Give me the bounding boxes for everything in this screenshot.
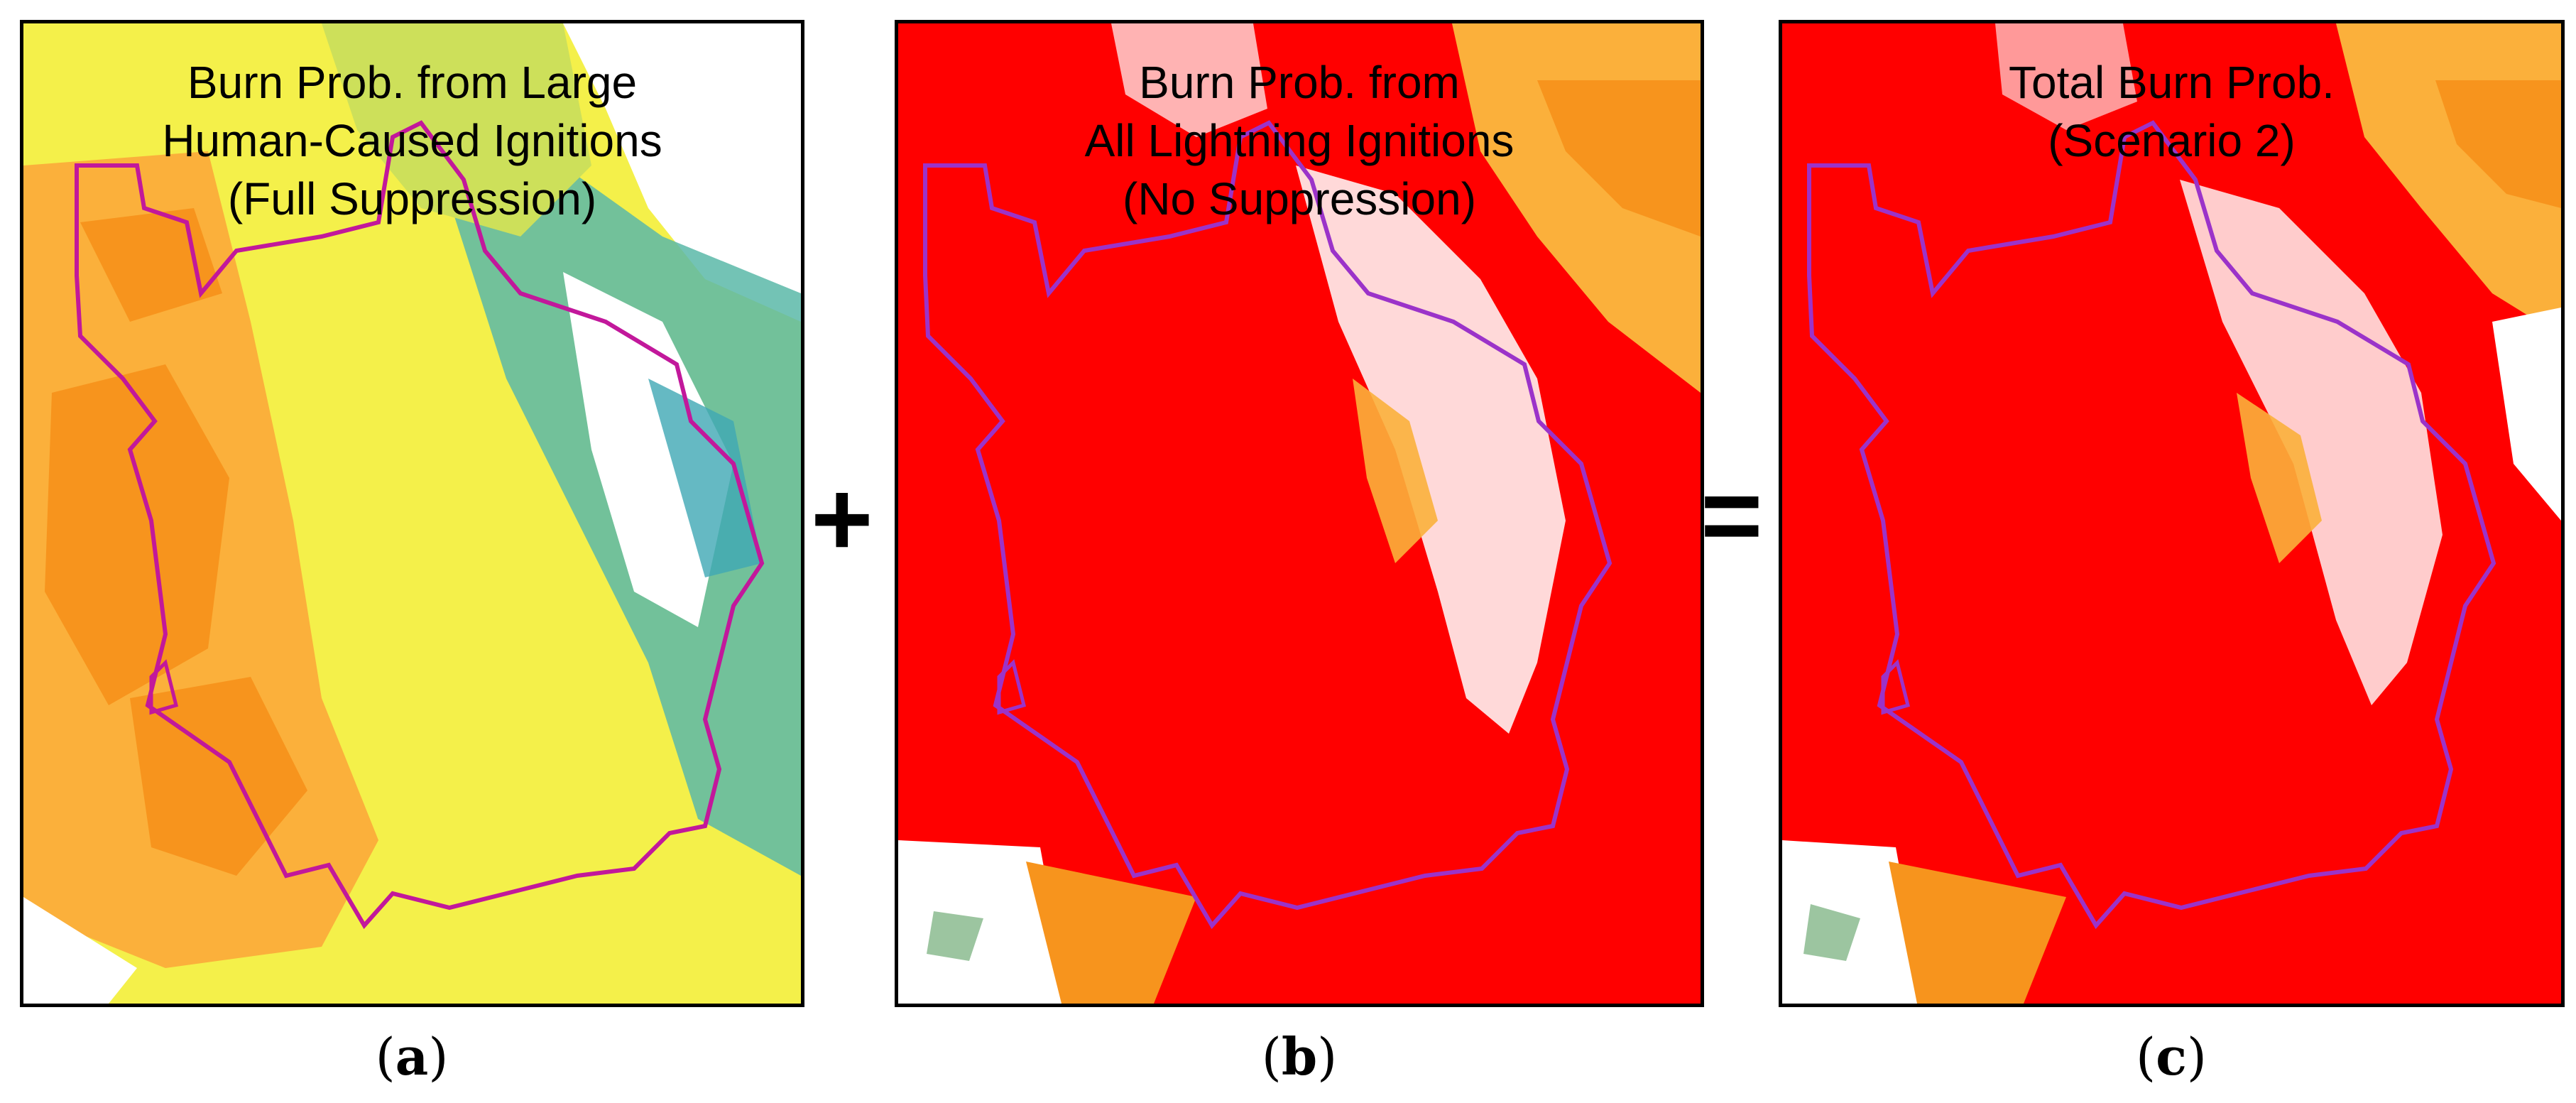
map-title-a: Burn Prob. from Large Human-Caused Ignit… xyxy=(23,53,801,228)
map-title-line: (Scenario 2) xyxy=(2048,115,2296,166)
burn-probability-map-c xyxy=(1782,23,2561,1004)
label-letter: b xyxy=(1281,1026,1318,1087)
panel-label-a: (a) xyxy=(341,1026,483,1087)
equals-operator: = xyxy=(1701,455,1763,575)
map-panel-a: Burn Prob. from Large Human-Caused Ignit… xyxy=(20,20,804,1007)
map-title-line: Total Burn Prob. xyxy=(2009,57,2335,108)
label-paren: ( xyxy=(375,1027,395,1087)
map-panel-c: Total Burn Prob. (Scenario 2) xyxy=(1779,20,2565,1007)
map-title-line: (No Suppression) xyxy=(1123,173,1476,224)
map-panel-b: Burn Prob. from All Lightning Ignitions … xyxy=(895,20,1704,1007)
panel-label-c: (c) xyxy=(2100,1026,2242,1087)
map-title-line: Burn Prob. from xyxy=(1139,57,1460,108)
burn-probability-map-a xyxy=(23,23,801,1004)
map-title-line: Human-Caused Ignitions xyxy=(162,115,662,166)
label-paren: ) xyxy=(1317,1027,1338,1087)
label-paren: ) xyxy=(2186,1027,2207,1087)
burn-probability-map-b xyxy=(898,23,1701,1004)
map-title-line: (Full Suppression) xyxy=(227,173,597,224)
label-paren: ( xyxy=(1261,1027,1282,1087)
panel-label-b: (b) xyxy=(1228,1026,1370,1087)
map-title-b: Burn Prob. from All Lightning Ignitions … xyxy=(898,53,1701,228)
plus-operator: + xyxy=(811,459,873,578)
map-title-c: Total Burn Prob. (Scenario 2) xyxy=(1782,53,2561,170)
label-paren: ( xyxy=(2135,1027,2156,1087)
label-letter: c xyxy=(2156,1026,2187,1087)
label-letter: a xyxy=(395,1026,429,1087)
map-title-line: Burn Prob. from Large xyxy=(187,57,638,108)
map-title-line: All Lightning Ignitions xyxy=(1084,115,1515,166)
label-paren: ) xyxy=(428,1027,449,1087)
